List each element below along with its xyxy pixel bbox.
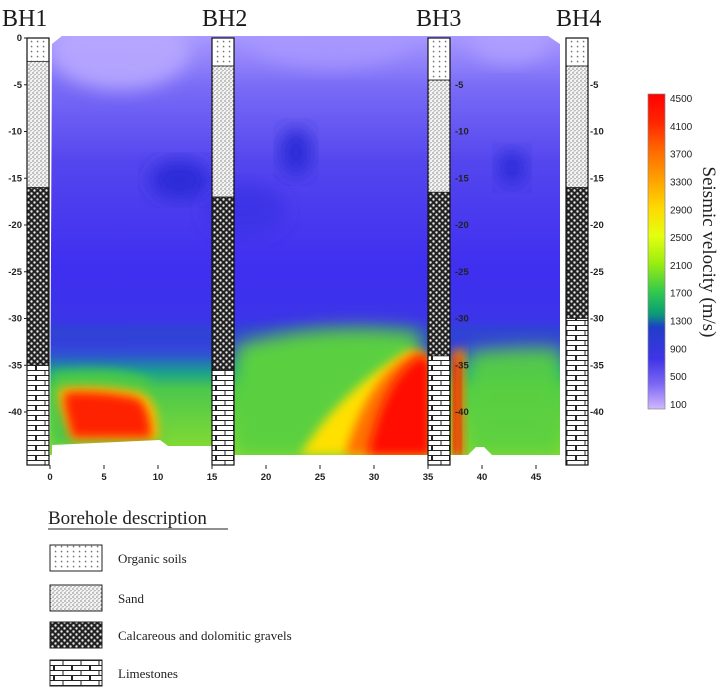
depth-tick-label: -15 — [8, 173, 22, 184]
layer-organic — [26, 37, 50, 62]
legend-heading: Borehole description — [48, 508, 207, 529]
legend-swatch — [49, 584, 103, 612]
colorbar-gradient — [647, 93, 666, 410]
colorbar-title: Seismic velocity (m/s) — [698, 167, 719, 338]
layer-organic — [427, 37, 451, 81]
side-depth-tick-label: -25 — [590, 267, 604, 278]
layer-organic — [565, 37, 589, 67]
layer-limestone — [565, 318, 589, 466]
borehole-bh2 — [211, 37, 235, 466]
x-tick-label: 0 — [47, 472, 52, 483]
borehole-title: BH3 — [416, 6, 461, 32]
colorbar-label: 1700 — [670, 289, 693, 300]
layer-limestone — [211, 369, 235, 466]
borehole-outline — [565, 37, 589, 466]
layer-gravel — [565, 187, 589, 319]
legend-label: Limestones — [118, 666, 178, 681]
borehole-bh4 — [565, 37, 589, 466]
layer-gravel — [427, 191, 451, 357]
borehole-bh1 — [26, 37, 50, 466]
borehole-outline — [211, 37, 235, 466]
legend-item-limestone: Limestones — [49, 659, 178, 687]
borehole-columns — [26, 37, 589, 466]
borehole-titles: BH1 BH2 BH3 BH4 — [2, 6, 601, 32]
depth-tick-label: 0 — [17, 33, 22, 44]
depth-tick-label: -10 — [8, 127, 22, 138]
colorbar-label: 3300 — [670, 177, 693, 188]
layer-sand — [565, 65, 589, 189]
borehole-bh3 — [427, 37, 451, 466]
side-depth-tick-label: -35 — [455, 360, 469, 371]
side-depth-tick-label: -20 — [455, 220, 469, 231]
colorbar-label: 2100 — [670, 261, 693, 272]
velocity-section — [50, 36, 560, 455]
borehole-legend: Borehole description Organic soils Sand Ca… — [48, 508, 292, 687]
layer-sand — [427, 79, 451, 193]
side-depth-tick-label: -30 — [455, 314, 469, 325]
borehole-title: BH1 — [2, 6, 47, 32]
depth-tick-label: -25 — [8, 267, 22, 278]
side-depth-tick-label: -20 — [590, 220, 604, 231]
colorbar-label: 500 — [670, 372, 687, 383]
x-tick-label: 20 — [261, 472, 272, 483]
legend-label: Calcareous and dolomitic gravels — [118, 628, 292, 643]
side-depth-tick-label: -15 — [590, 173, 604, 184]
side-depth-tick-label: -10 — [590, 127, 604, 138]
colorbar-label: 100 — [670, 400, 687, 411]
side-depth-tick-label: -35 — [590, 360, 604, 371]
borehole-outline — [26, 37, 50, 466]
side-depth-tick-label: -10 — [455, 127, 469, 138]
x-tick-label: 25 — [315, 472, 326, 483]
x-tick-label: 15 — [207, 472, 218, 483]
layer-gravel — [211, 196, 235, 371]
x-tick-label: 40 — [477, 472, 488, 483]
legend-label: Sand — [118, 591, 145, 606]
legend-label: Organic soils — [118, 551, 187, 566]
layer-organic — [211, 37, 235, 67]
layer-gravel — [26, 187, 50, 366]
layer-limestone — [427, 355, 451, 466]
layer-sand — [211, 65, 235, 198]
x-tick-label: 10 — [153, 472, 164, 483]
legend-item-organic: Organic soils — [49, 544, 187, 572]
colorbar-label: 4100 — [670, 122, 693, 133]
depth-tick-label: -35 — [8, 360, 22, 371]
colorbar: 4500 4100 3700 3300 2900 2500 2100 1700 1300 900 5… — [647, 93, 719, 411]
colorbar-label: 900 — [670, 344, 687, 355]
borehole-outline — [427, 37, 451, 466]
layer-limestone — [26, 364, 50, 466]
legend-swatch — [49, 659, 103, 687]
depth-tick-label: -5 — [14, 80, 23, 91]
legend-swatch — [49, 544, 103, 572]
borehole-title: BH4 — [556, 6, 601, 32]
borehole-title: BH2 — [202, 6, 247, 32]
depth-tick-label: -30 — [8, 314, 22, 325]
depth-tick-label: -20 — [8, 220, 22, 231]
legend-item-sand: Sand — [49, 584, 145, 612]
legend-item-gravel: Calcareous and dolomitic gravels — [49, 621, 292, 649]
x-tick-label: 30 — [369, 472, 380, 483]
colorbar-label: 4500 — [670, 94, 693, 105]
side-depth-tick-label: -40 — [455, 407, 469, 418]
depth-tick-label: -40 — [8, 407, 22, 418]
x-tick-label: 5 — [101, 472, 107, 483]
x-tick-label: 35 — [423, 472, 434, 483]
side-depth-tick-label: -25 — [455, 267, 469, 278]
x-tick-label: 45 — [531, 472, 542, 483]
side-depth-tick-label: -5 — [455, 80, 464, 91]
axis-ticks: 0 5 10 15 20 25 30 35 40 45 0 -5 -10 -15 -20 -25 -30 -35 -… — [8, 33, 604, 483]
side-depth-tick-label: -15 — [455, 173, 469, 184]
colorbar-label: 2500 — [670, 233, 693, 244]
legend-swatch — [49, 621, 103, 649]
side-depth-tick-label: -5 — [590, 80, 599, 91]
side-depth-tick-label: -40 — [590, 407, 604, 418]
side-depth-tick-label: -30 — [590, 314, 604, 325]
layer-sand — [26, 60, 50, 188]
colorbar-label: 1300 — [670, 317, 693, 328]
colorbar-label: 3700 — [670, 150, 693, 161]
colorbar-label: 2900 — [670, 205, 693, 216]
